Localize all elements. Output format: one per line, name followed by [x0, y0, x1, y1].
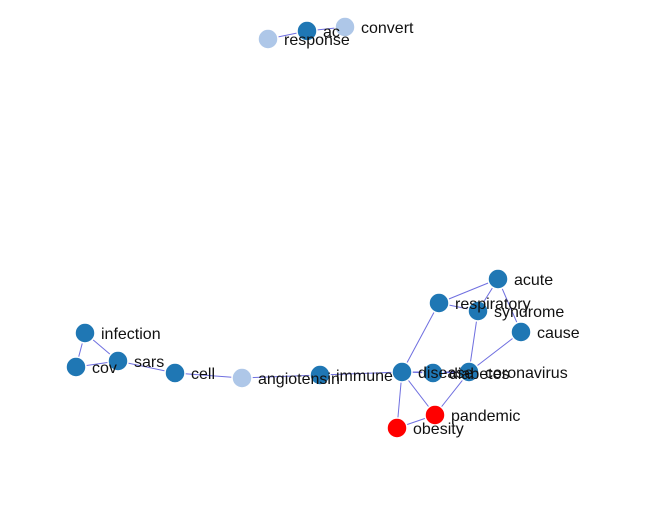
edge-disease-respiratory — [401, 302, 440, 373]
node-label-convert: convert — [361, 20, 414, 37]
node-cell[interactable] — [164, 362, 186, 384]
node-infection[interactable] — [74, 322, 96, 344]
edge-cell-angiotensin — [174, 372, 243, 379]
node-label-angiotensin: angiotensin — [258, 371, 340, 388]
node-disease[interactable] — [391, 361, 413, 383]
node-angiotensin[interactable] — [231, 367, 253, 389]
node-label-syndrome: syndrome — [494, 304, 564, 321]
node-cov[interactable] — [65, 356, 87, 378]
node-label-pandemic: pandemic — [451, 408, 520, 425]
node-label-diabetes: diabetes — [449, 366, 510, 383]
node-coronavirus[interactable] — [458, 361, 480, 383]
node-label-infection: infection — [101, 326, 161, 343]
node-label-response: response — [284, 32, 350, 49]
node-syndrome[interactable] — [467, 300, 489, 322]
node-label-coronavirus: coronavirus — [485, 365, 568, 382]
node-label-obesity: obesity — [413, 421, 464, 438]
edge-coronavirus-cause — [468, 331, 522, 373]
node-obesity[interactable] — [386, 417, 408, 439]
node-label-cell: cell — [191, 366, 215, 383]
node-convert[interactable] — [334, 16, 356, 38]
node-pandemic[interactable] — [424, 404, 446, 426]
node-immune[interactable] — [309, 364, 331, 386]
node-label-ac: ac — [323, 24, 340, 41]
node-label-acute: acute — [514, 272, 553, 289]
node-response[interactable] — [257, 28, 279, 50]
label-layer: ac convert response infection cov sars cell ang… — [92, 20, 580, 438]
edge-immune-disease — [319, 371, 403, 376]
node-acute[interactable] — [487, 268, 509, 290]
node-cause[interactable] — [510, 321, 532, 343]
node-label-sars: sars — [134, 354, 164, 371]
node-sars[interactable] — [107, 350, 129, 372]
node-label-cause: cause — [537, 325, 580, 342]
node-label-cov: cov — [92, 360, 117, 377]
node-label-disease: disease — [418, 365, 473, 382]
node-layer — [65, 16, 532, 439]
edge-angiotensin-immune — [241, 374, 321, 379]
node-respiratory[interactable] — [428, 292, 450, 314]
node-label-immune: immune — [336, 368, 393, 385]
node-label-respiratory: respiratory — [455, 296, 531, 313]
node-diabetes[interactable] — [422, 362, 444, 384]
node-ac[interactable] — [296, 20, 318, 42]
